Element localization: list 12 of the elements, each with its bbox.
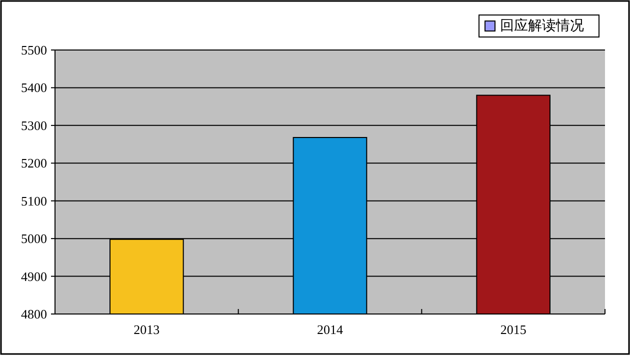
y-tick-label: 4800	[21, 306, 47, 322]
y-tick-label: 5100	[21, 193, 47, 208]
x-tick-label: 2015	[500, 322, 526, 337]
x-tick-label: 2014	[317, 322, 344, 337]
y-tick-label: 5200	[21, 156, 47, 171]
y-tick-label: 5400	[21, 80, 47, 96]
x-tick-label: 2013	[134, 322, 160, 337]
y-tick-label: 5300	[21, 118, 47, 133]
y-tick-label: 5500	[21, 42, 47, 58]
text: 回应解读情况	[500, 18, 584, 34]
y-tick-label: 4900	[21, 268, 47, 284]
y-tick-label: 5000	[21, 231, 47, 246]
